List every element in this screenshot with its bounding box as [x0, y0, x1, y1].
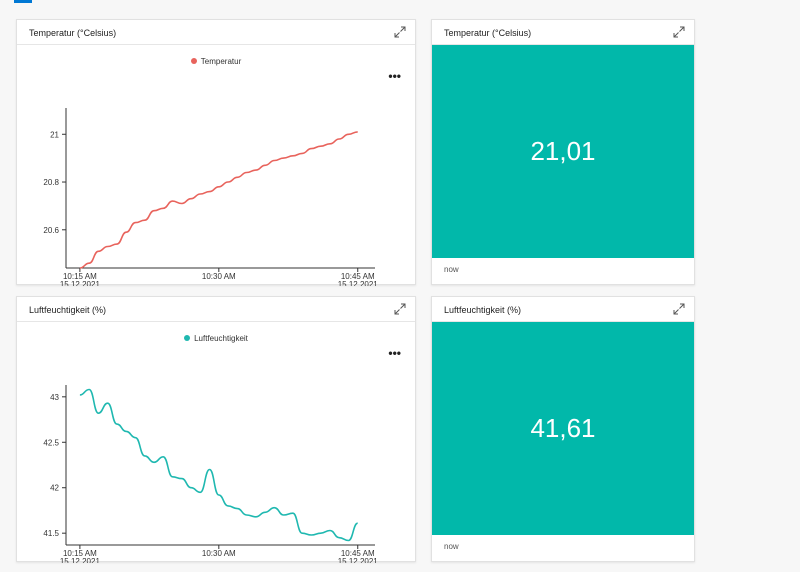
- legend-label: Luftfeuchtigkeit: [194, 334, 248, 343]
- active-tab-indicator: [14, 0, 32, 3]
- kpi-value: 41,61: [530, 413, 596, 443]
- kpi-card: 21,01: [432, 45, 694, 258]
- tile-header: Temperatur (°Celsius): [432, 20, 694, 45]
- legend-dot: [190, 58, 197, 64]
- tile-header: Temperatur (°Celsius): [17, 20, 415, 45]
- x-tick-label: 15.12.2021: [60, 557, 101, 563]
- y-tick-label: 43: [50, 393, 59, 402]
- series-line: [79, 131, 358, 269]
- x-tick-label: 15.12.2021: [60, 280, 101, 286]
- expand-icon[interactable]: [394, 303, 406, 315]
- kpi-timestamp: now: [444, 265, 459, 274]
- legend-label: Temperatur: [200, 57, 242, 66]
- humidity-kpi-tile: Luftfeuchtigkeit (%) 41,61 now: [431, 296, 695, 562]
- tile-header: Luftfeuchtigkeit (%): [17, 297, 415, 322]
- x-tick-label: 10:15 AM: [63, 272, 97, 281]
- y-tick-label: 21: [50, 130, 59, 139]
- tile-title: Luftfeuchtigkeit (%): [29, 305, 107, 315]
- kpi-timestamp: now: [444, 542, 459, 551]
- y-tick-label: 20.6: [43, 226, 59, 235]
- x-tick-label: 10:45 AM: [341, 549, 375, 558]
- x-tick-label: 10:30 AM: [202, 549, 236, 558]
- tile-header: Luftfeuchtigkeit (%): [432, 297, 694, 322]
- kpi-value: 21,01: [530, 136, 596, 166]
- humidity-chart-tile: Luftfeuchtigkeit (%) Luftfeuchtigkeit ••…: [16, 296, 416, 563]
- temperature-kpi-tile: Temperatur (°Celsius) 21,01 now: [431, 19, 695, 285]
- expand-icon[interactable]: [394, 26, 406, 38]
- chart-legend[interactable]: Temperatur: [17, 57, 415, 66]
- tile-title: Luftfeuchtigkeit (%): [444, 305, 522, 315]
- kpi-card: 41,61: [432, 322, 694, 535]
- more-options-button[interactable]: •••: [388, 69, 401, 83]
- y-tick-label: 42.5: [43, 438, 59, 447]
- temperature-chart-tile: Temperatur (°Celsius) Temperatur ••• 20.…: [16, 19, 416, 286]
- x-tick-label: 10:15 AM: [63, 549, 97, 558]
- y-tick-label: 20.8: [43, 178, 59, 187]
- chart-legend[interactable]: Luftfeuchtigkeit: [17, 334, 415, 343]
- tile-title: Temperatur (°Celsius): [29, 28, 117, 38]
- y-tick-label: 42: [50, 484, 59, 493]
- more-options-button[interactable]: •••: [388, 346, 401, 360]
- x-tick-label: 10:30 AM: [202, 272, 236, 281]
- expand-icon[interactable]: [673, 26, 685, 38]
- legend-dot: [184, 335, 191, 341]
- expand-icon[interactable]: [673, 303, 685, 315]
- x-tick-label: 15.12.2021: [338, 280, 379, 286]
- series-line: [79, 388, 359, 542]
- tile-title: Temperatur (°Celsius): [444, 28, 532, 38]
- x-tick-label: 10:45 AM: [341, 272, 375, 281]
- y-tick-label: 41.5: [43, 529, 59, 538]
- x-tick-label: 15.12.2021: [338, 557, 379, 563]
